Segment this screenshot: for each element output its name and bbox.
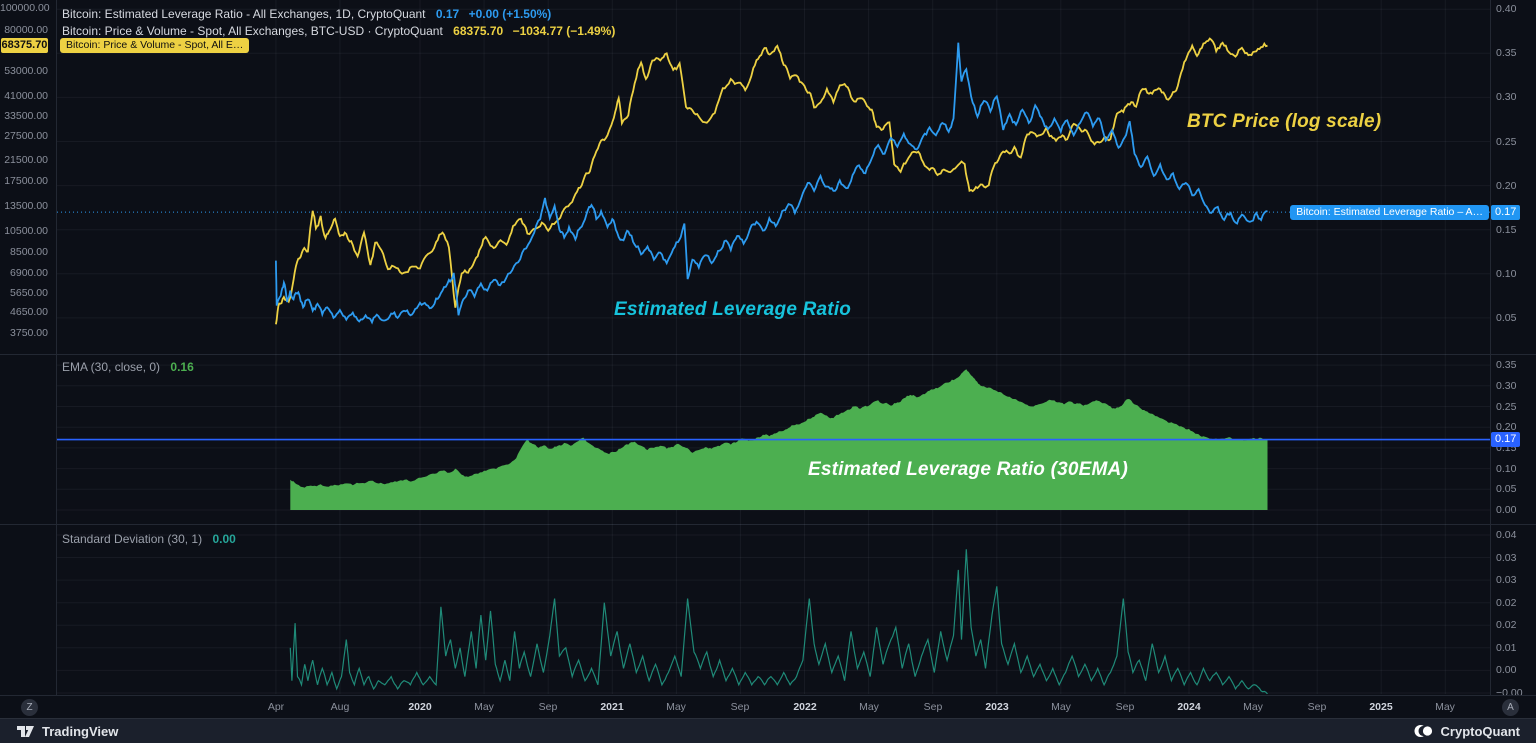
value-axis-tick-label: 0.30 — [1496, 91, 1517, 103]
price-axis-tick-label: 5650.00 — [10, 287, 48, 299]
annotation-btc-price: BTC Price (log scale) — [1187, 111, 1382, 132]
value-axis-tick-label: 0.10 — [1496, 268, 1517, 280]
cryptoquant-label: CryptoQuant — [1440, 723, 1520, 739]
value-axis-tick-label: 0.03 — [1496, 552, 1517, 564]
price-axis-tick-label: 13500.00 — [4, 200, 48, 212]
legend-change: +0.00 (+1.50%) — [468, 7, 552, 21]
time-axis-tick-label: 2022 — [793, 701, 817, 713]
time-axis-tick-label: 2025 — [1369, 701, 1393, 713]
legend-leverage-ratio[interactable]: Bitcoin: Estimated Leverage Ratio - All … — [62, 6, 551, 22]
time-axis-tick-label: 2024 — [1177, 701, 1201, 713]
cryptoquant-brand-link[interactable]: CryptoQuant — [1414, 723, 1520, 739]
price-axis-tick-label: 27500.00 — [4, 130, 48, 142]
time-axis-tick-label: Apr — [267, 701, 285, 713]
value-axis-tick-label: 0.02 — [1496, 597, 1517, 609]
price-axis-tick-label: 4650.00 — [10, 306, 48, 318]
footer-bar: TradingView CryptoQuant — [0, 718, 1536, 743]
legend-title: Bitcoin: Estimated Leverage Ratio - All … — [62, 7, 426, 21]
value-axis-tick-label: 0.00 — [1496, 664, 1517, 676]
value-axis-tick-label: −0.00 — [1496, 687, 1523, 699]
price-axis-tick-label: 53000.00 — [4, 65, 48, 77]
legend-ema[interactable]: EMA (30, close, 0) 0.16 — [62, 359, 194, 375]
value-axis-tick-label: 0.05 — [1496, 483, 1517, 495]
price-axis-tick-label: 6900.00 — [10, 267, 48, 279]
value-axis-tick-label: 0.05 — [1496, 312, 1517, 324]
tradingview-label: TradingView — [42, 723, 119, 739]
right-axis-border — [1490, 0, 1491, 695]
legend-stdev[interactable]: Standard Deviation (30, 1) 0.00 — [62, 531, 236, 547]
time-axis-tick-label: May — [1051, 701, 1071, 713]
value-axis-tick-label: 0.04 — [1496, 529, 1517, 541]
ratio-axis-badge: 0.17 — [1491, 204, 1521, 220]
legend-title: EMA (30, close, 0) — [62, 360, 161, 374]
ratio-series-pill: Bitcoin: Estimated Leverage Ratio – A… — [1290, 204, 1489, 220]
time-axis-tick-label: Sep — [538, 701, 558, 713]
legend-value: 0.00 — [212, 532, 236, 546]
value-axis-tick-label: 0.15 — [1496, 224, 1517, 236]
auto-scale-a-button[interactable]: A — [1502, 699, 1519, 716]
annotation-leverage-ema: Estimated Leverage Ratio (30EMA) — [808, 459, 1128, 480]
legend-value: 0.16 — [170, 360, 194, 374]
time-axis-tick-label: 2020 — [408, 701, 432, 713]
time-axis-tick-label: 2023 — [985, 701, 1009, 713]
value-axis-tick-label: 0.10 — [1496, 463, 1517, 475]
time-axis-tick-label: May — [666, 701, 686, 713]
timezone-z-button[interactable]: Z — [21, 699, 38, 716]
time-axis-tick-label: May — [859, 701, 879, 713]
value-axis-tick-label: 0.20 — [1496, 421, 1517, 433]
time-axis-tick-label: Aug — [330, 701, 350, 713]
price-axis-tick-label: 33500.00 — [4, 110, 48, 122]
price-axis-tick-label: 80000.00 — [4, 24, 48, 36]
price-series-pill: Bitcoin: Price & Volume - Spot, All E… — [60, 38, 250, 54]
value-axis-tick-label: 0.35 — [1496, 47, 1517, 59]
value-axis-tick-label: 0.03 — [1496, 574, 1517, 586]
time-axis[interactable]: Z A Apr Aug 2020 May Sep 2021 May Sep 2022 May Sep… — [0, 695, 1536, 719]
price-axis-tick-label: 3750.00 — [10, 327, 48, 339]
ema-axis-badge: 0.17 — [1491, 432, 1521, 448]
value-axis-tick-label: 0.02 — [1496, 619, 1517, 631]
value-axis-tick-label: 0.20 — [1496, 180, 1517, 192]
value-axis-tick-label: 0.01 — [1496, 642, 1517, 654]
time-axis-tick-label: May — [474, 701, 494, 713]
price-axis-tick-label: 17500.00 — [4, 175, 48, 187]
price-axis-badge: 68375.70 — [1, 38, 48, 54]
price-axis-tick-label: 8500.00 — [10, 246, 48, 258]
time-axis-tick-label: Sep — [1307, 701, 1327, 713]
left-axis-border — [56, 0, 57, 695]
value-axis-tick-label: 0.30 — [1496, 380, 1517, 392]
time-axis-tick-label: Sep — [1115, 701, 1135, 713]
pane-divider-1[interactable] — [0, 354, 1536, 355]
price-axis-tick-label: 10500.00 — [4, 225, 48, 237]
legend-title: Bitcoin: Price & Volume - Spot, All Exch… — [62, 24, 443, 38]
cryptoquant-logo-icon — [1414, 725, 1432, 737]
annotation-leverage-ratio: Estimated Leverage Ratio — [614, 299, 852, 320]
price-axis-tick-label: 100000.00 — [0, 2, 50, 14]
time-axis-tick-label: May — [1243, 701, 1263, 713]
price-axis-tick-label: 41000.00 — [4, 90, 48, 102]
legend-change: −1034.77 (−1.49%) — [512, 24, 616, 38]
time-axis-tick-label: Sep — [730, 701, 750, 713]
time-axis-tick-label: Sep — [923, 701, 943, 713]
legend-value: 68375.70 — [453, 24, 504, 38]
legend-price-volume[interactable]: Bitcoin: Price & Volume - Spot, All Exch… — [62, 23, 615, 39]
tradingview-brand-link[interactable]: TradingView — [16, 723, 118, 739]
value-axis-tick-label: 0.00 — [1496, 504, 1517, 516]
value-axis-tick-label: 0.25 — [1496, 401, 1517, 413]
tradingview-logo-icon — [17, 726, 34, 737]
value-axis-tick-label: 0.35 — [1496, 359, 1517, 371]
time-axis-tick-label: 2021 — [600, 701, 624, 713]
legend-title: Standard Deviation (30, 1) — [62, 532, 203, 546]
price-axis-tick-label: 21500.00 — [4, 154, 48, 166]
legend-value: 0.17 — [435, 7, 460, 21]
value-axis-tick-label: 0.25 — [1496, 136, 1517, 148]
time-axis-tick-label: May — [1435, 701, 1455, 713]
pane-divider-2[interactable] — [0, 524, 1536, 525]
value-axis-tick-label: 0.40 — [1496, 3, 1517, 15]
